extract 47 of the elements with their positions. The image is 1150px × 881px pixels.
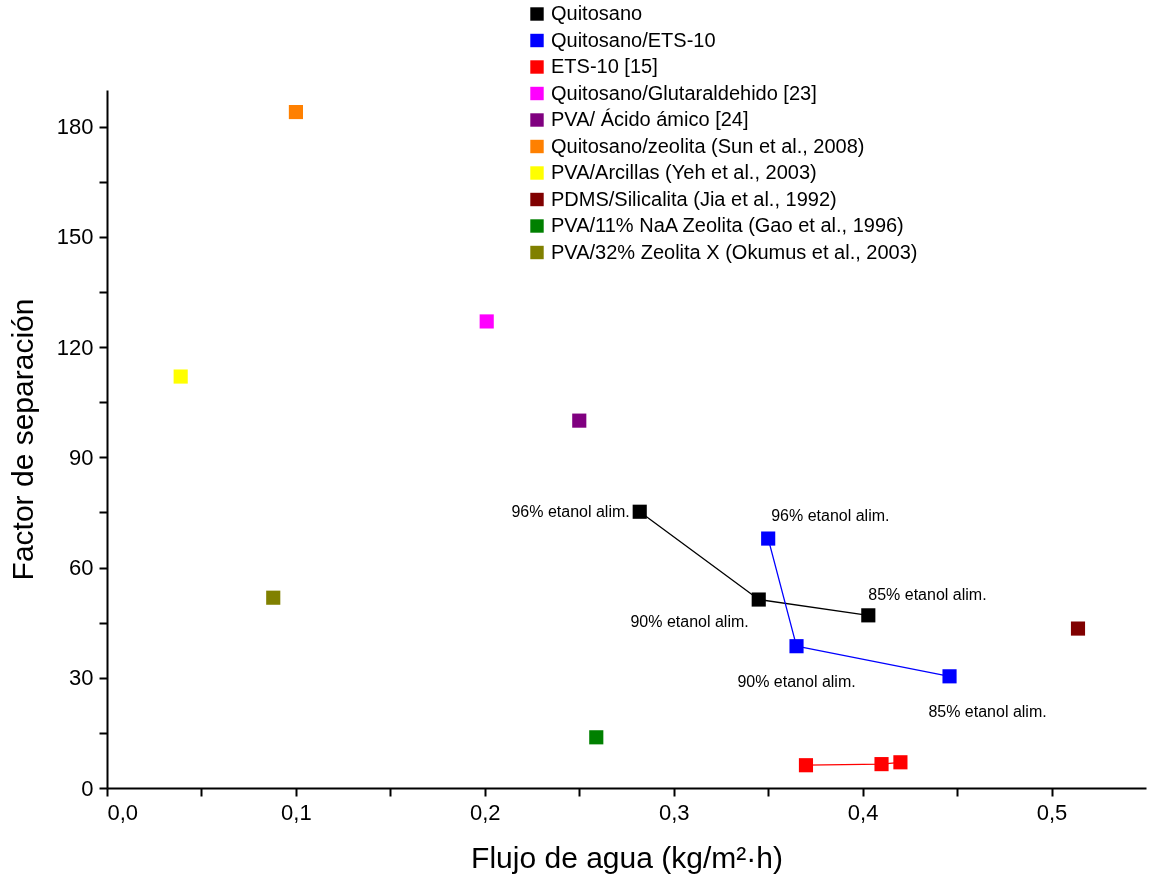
legend-label: Quitosano/Glutaraldehido [23]: [551, 81, 817, 104]
legend-label: PDMS/Silicalita (Jia et al., 1992): [551, 187, 837, 210]
point: [288, 104, 303, 120]
x-axis-title: Flujo de agua (kg/m²·h): [471, 840, 783, 874]
point: [761, 531, 776, 546]
legend-label: Quitosano: [551, 2, 643, 24]
annotation: 90% etanol alim.: [630, 612, 749, 630]
point: [572, 413, 587, 428]
y-tick-label: 60: [69, 555, 94, 581]
annotation: 85% etanol alim.: [928, 703, 1047, 721]
legend-label: PVA/ Ácido ámico [24]: [551, 108, 749, 130]
x-tick-label: 0,3: [658, 799, 690, 825]
y-tick-label: 90: [69, 444, 94, 470]
x-tick-label: 0,2: [470, 799, 501, 825]
legend-label: Quitosano/zeolita (Sun et al., 2008): [551, 134, 865, 157]
y-tick-label: 180: [56, 114, 94, 140]
point: [589, 730, 604, 745]
x-tick-label: 0,1: [281, 799, 312, 825]
point: [798, 758, 814, 773]
y-tick-label: 0: [81, 775, 94, 801]
x-tick-label: 0,4: [847, 799, 879, 825]
point: [266, 590, 281, 605]
legend-label: Quitosano/ETS-10: [551, 28, 716, 51]
x-tick-label: 0,0: [107, 799, 139, 825]
point: [173, 369, 188, 384]
point: [861, 608, 876, 623]
legend-label: PVA/Arcillas (Yeh et al., 2003): [551, 161, 817, 183]
point: [479, 314, 494, 329]
legend-label: PVA/11% NaA Zeolita (Gao et al., 1996): [551, 214, 904, 236]
point: [1070, 621, 1086, 636]
point: [893, 755, 908, 770]
y-tick-label: 30: [69, 665, 94, 691]
annotation: 96% etanol alim.: [511, 502, 630, 520]
point: [942, 669, 957, 684]
y-tick-label: 120: [56, 334, 94, 360]
x-tick-label: 0,5: [1036, 799, 1068, 825]
point: [874, 757, 889, 772]
point: [632, 504, 647, 519]
point: [789, 639, 804, 654]
y-axis-title: Factor de separación: [5, 298, 39, 581]
annotation: 85% etanol alim.: [868, 586, 987, 604]
y-tick-label: 150: [56, 224, 94, 250]
annotation: 96% etanol alim.: [771, 506, 890, 524]
point: [751, 592, 766, 607]
annotation: 90% etanol alim.: [737, 673, 856, 691]
legend-label: ETS-10 [15]: [551, 55, 658, 77]
legend-label: PVA/32% Zeolita X (Okumus et al., 2003): [551, 240, 918, 263]
